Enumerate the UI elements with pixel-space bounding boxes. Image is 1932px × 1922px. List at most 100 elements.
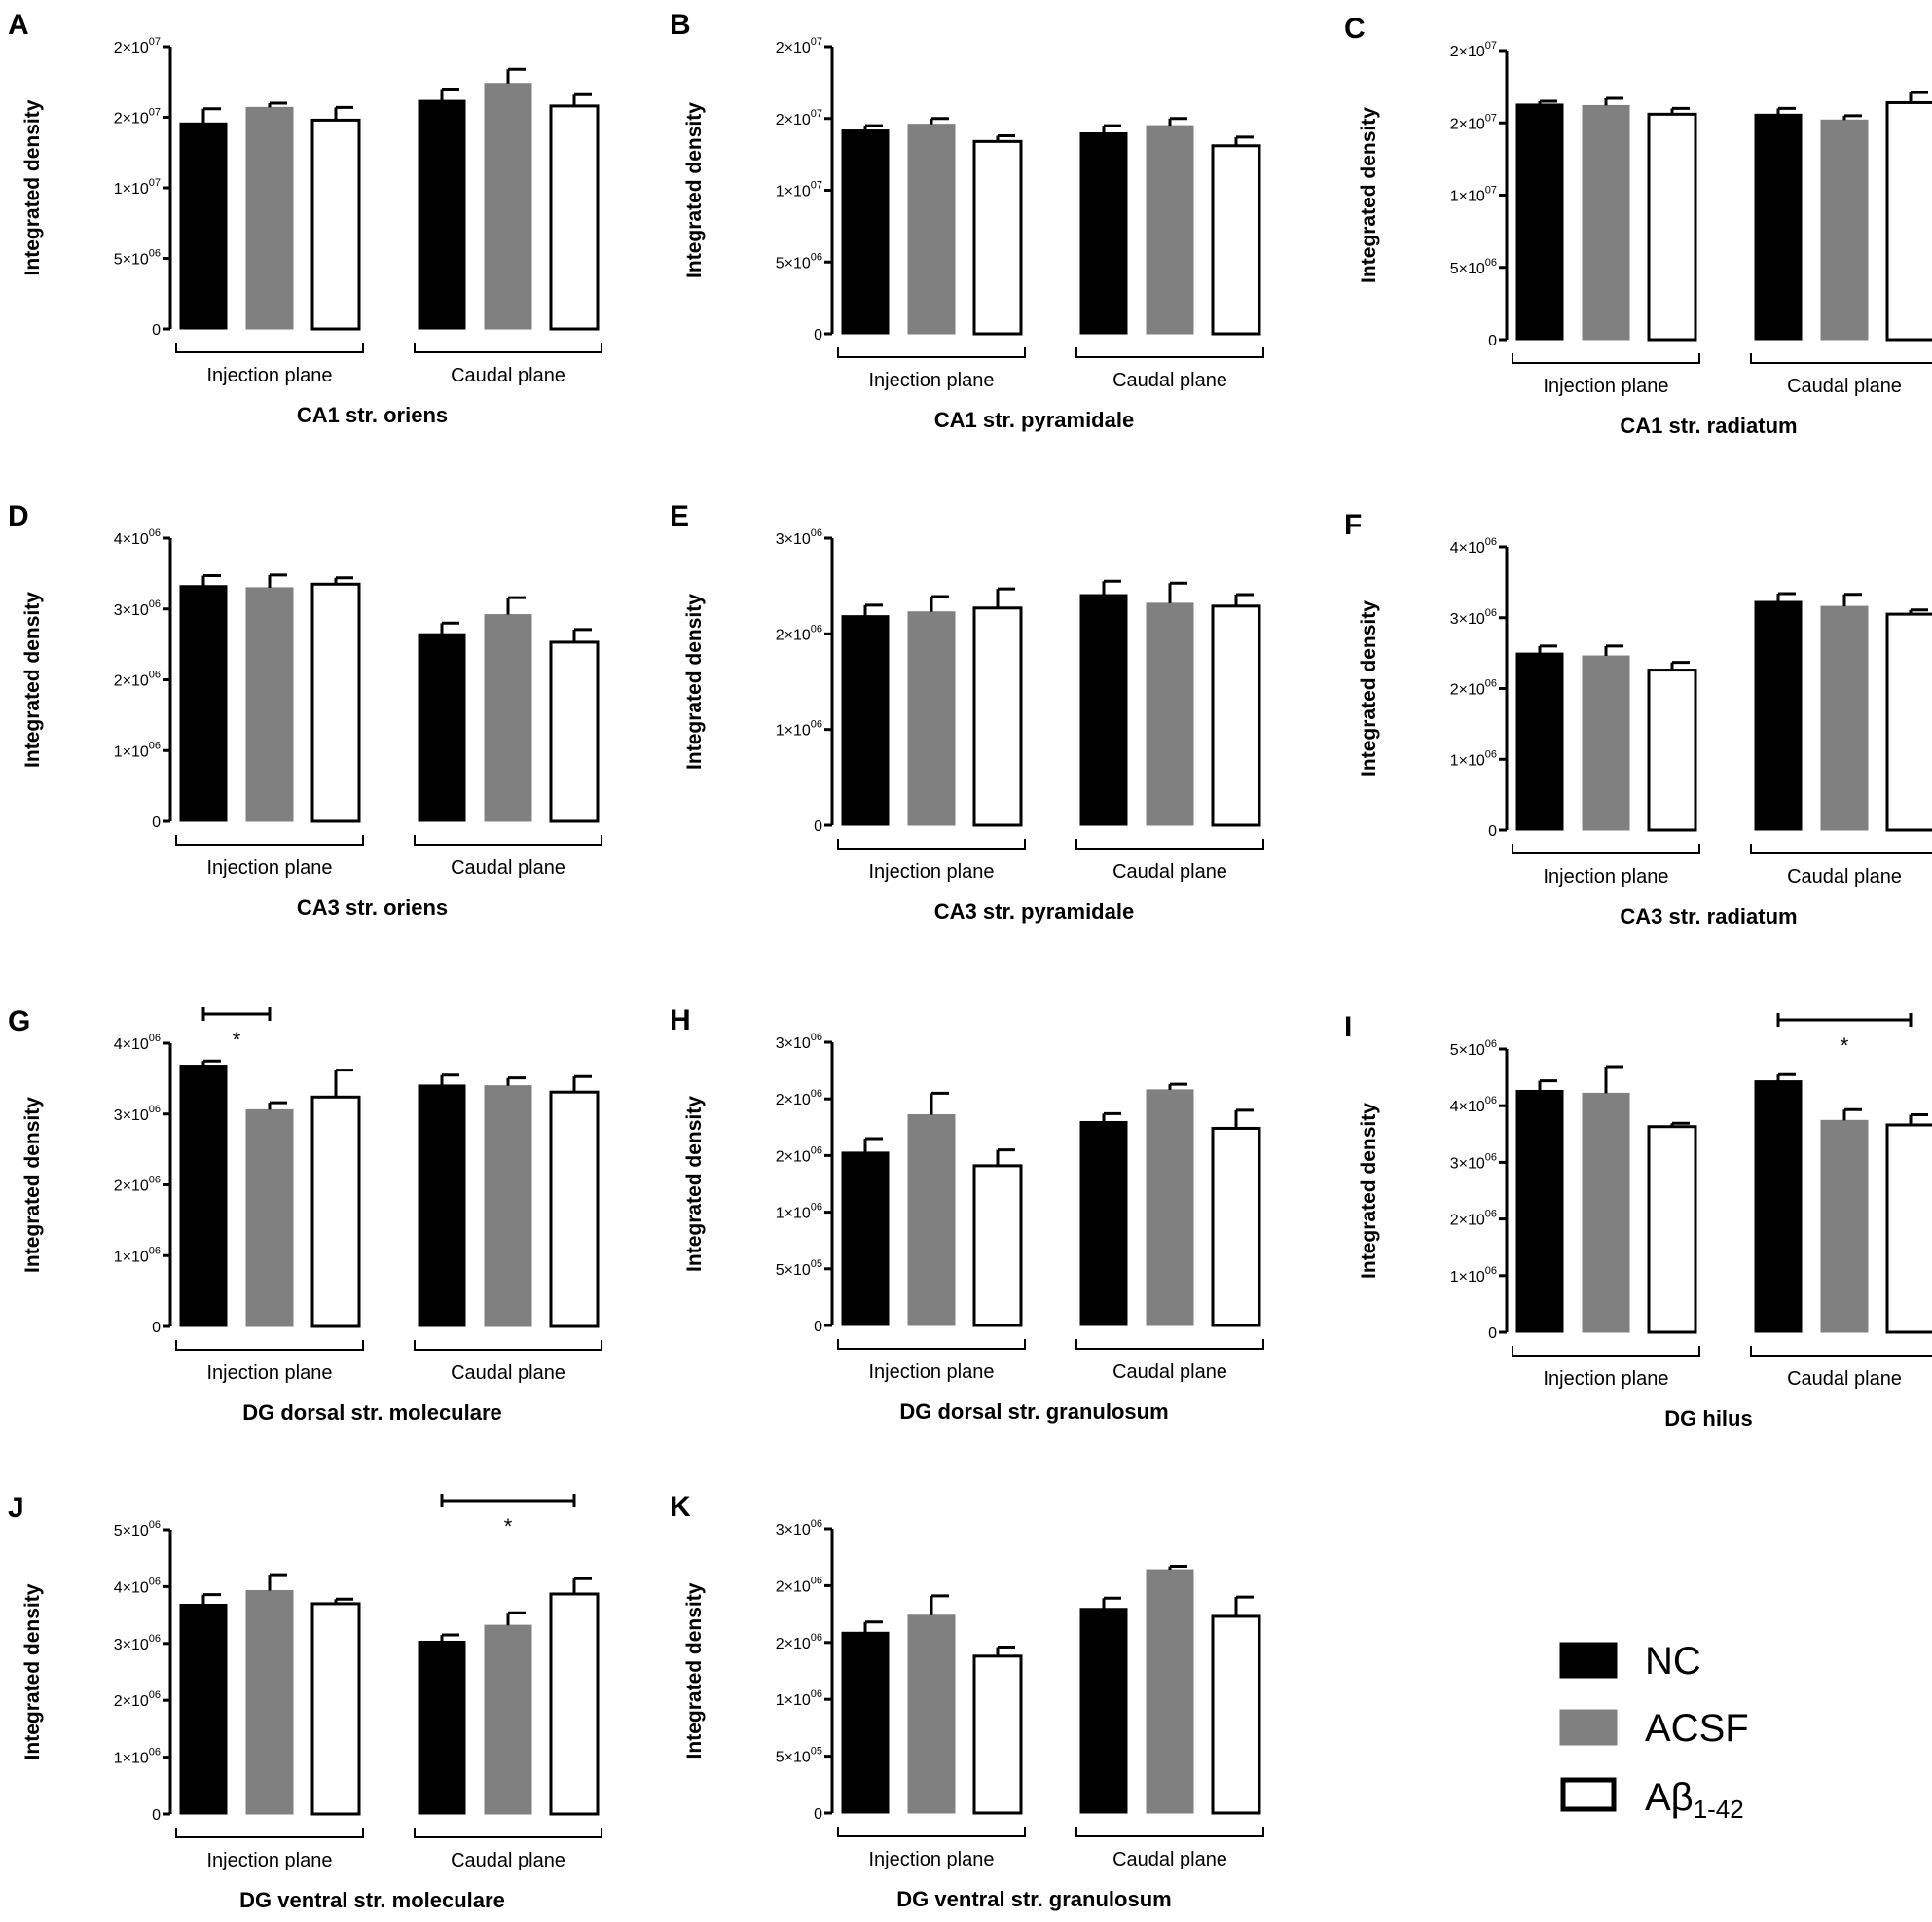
legend: NC ACSF Aβ1-42 [1559, 1640, 1749, 1824]
y-tick-label: 3×1006 [114, 598, 161, 619]
y-tick-exponent: 06 [811, 1202, 822, 1214]
group-bracket [837, 1827, 1026, 1837]
panel-letter: E [670, 500, 689, 532]
bar-a142-caudal [1885, 1123, 1932, 1334]
y-tick-mantissa: 0 [814, 1319, 822, 1335]
y-tick-mantissa: 1×10 [114, 743, 149, 760]
y-tick-exponent: 06 [811, 623, 822, 635]
group-bracket [837, 1339, 1026, 1350]
y-tick-mantissa: 1×10 [776, 1206, 811, 1222]
y-tick-mantissa: 1×10 [776, 184, 811, 200]
y-tick-exponent: 06 [149, 1633, 161, 1645]
y-tick-exponent: 06 [1485, 607, 1497, 619]
y-tick-label: 0 [1488, 333, 1497, 349]
y-tick-label: 3×1006 [776, 527, 822, 548]
group-label: Caudal plane [1787, 1368, 1902, 1390]
bar-acsf-caudal [1146, 1569, 1194, 1814]
group-bracket [175, 343, 364, 353]
bar-nc-injection [179, 585, 228, 822]
y-tick-label: 5×1006 [1450, 257, 1497, 277]
y-tick-label: 0 [814, 1806, 822, 1823]
y-tick-mantissa: 3×10 [1450, 611, 1485, 628]
y-tick-mantissa: 1×10 [1450, 752, 1485, 769]
panel-title: DG ventral str. moleculare [239, 1888, 505, 1912]
y-tick-mantissa: 0 [814, 327, 822, 344]
y-tick-label: 5×1006 [1450, 1038, 1497, 1059]
y-tick-mantissa: 0 [152, 1320, 161, 1336]
y-tick-exponent: 06 [149, 1033, 161, 1044]
bar-a142-caudal [549, 1592, 600, 1816]
y-tick-label: 2×1007 [776, 36, 822, 56]
group-label: Injection plane [869, 370, 995, 391]
group-bracket [1512, 1346, 1700, 1357]
y-tick-mantissa: 0 [1488, 823, 1497, 840]
bar-acsf-injection [1582, 104, 1630, 341]
panel-letter: A [8, 9, 29, 41]
bar-a142-injection [972, 1654, 1023, 1815]
y-tick-mantissa: 5×10 [1450, 1042, 1485, 1059]
y-tick-exponent: 06 [149, 527, 161, 539]
y-tick-mantissa: 3×10 [114, 1637, 149, 1653]
group-label: Injection plane [1544, 376, 1669, 397]
y-axis-label: Integrated density [683, 1582, 706, 1759]
y-tick-mantissa: 5×10 [776, 255, 811, 272]
group-label: Injection plane [207, 365, 333, 386]
y-axis-label: Integrated density [21, 1097, 44, 1273]
y-tick-exponent: 05 [811, 1258, 822, 1270]
y-tick-exponent: 07 [149, 36, 161, 48]
y-tick-mantissa: 3×10 [1450, 1155, 1485, 1172]
group-bracket [1075, 839, 1264, 850]
panel-h: H05×10051×10062×10062×10063×1006Integrat… [670, 1004, 1264, 1424]
bar-nc-injection [179, 1604, 228, 1815]
group-label: Injection plane [207, 857, 333, 879]
y-tick-exponent: 06 [811, 1088, 822, 1100]
y-tick-label: 2×1007 [776, 108, 822, 128]
y-tick-label: 0 [152, 815, 161, 831]
bar-a142-caudal [1885, 612, 1932, 832]
y-tick-exponent: 06 [811, 1575, 822, 1586]
y-tick-label: 2×1007 [114, 107, 161, 127]
y-tick-mantissa: 0 [152, 815, 161, 831]
y-tick-mantissa: 2×10 [1450, 1213, 1485, 1229]
y-tick-mantissa: 0 [814, 818, 822, 835]
y-tick-mantissa: 2×10 [114, 40, 149, 56]
y-tick-mantissa: 3×10 [776, 1035, 811, 1052]
group-label: Injection plane [207, 1362, 333, 1384]
y-tick-exponent: 07 [1485, 40, 1497, 52]
group-bracket [414, 343, 602, 353]
y-tick-mantissa: 5×10 [776, 1750, 811, 1766]
panel-letter: D [8, 500, 29, 532]
legend-label-abeta-sub: 1-42 [1694, 1795, 1744, 1824]
y-tick-mantissa: 2×10 [114, 1693, 149, 1710]
y-tick-label: 5×1005 [776, 1258, 822, 1279]
y-tick-mantissa: 5×10 [114, 252, 149, 269]
panel-title: CA1 str. oriens [297, 403, 448, 427]
bar-nc-caudal [1079, 594, 1128, 826]
y-tick-mantissa: 0 [1488, 1325, 1497, 1342]
y-tick-mantissa: 5×10 [776, 1262, 811, 1279]
y-tick-exponent: 06 [149, 740, 161, 751]
y-axis-label: Integrated density [21, 1583, 44, 1759]
y-tick-label: 2×1007 [1450, 40, 1497, 60]
y-tick-label: 2×1007 [1450, 112, 1497, 132]
y-tick-mantissa: 3×10 [776, 1522, 811, 1539]
bar-a142-caudal [1211, 144, 1261, 336]
y-axis-label: Integrated density [683, 1096, 706, 1272]
y-tick-label: 0 [1488, 823, 1497, 840]
y-tick-exponent: 07 [1485, 112, 1497, 124]
y-tick-exponent: 07 [1485, 185, 1497, 197]
y-tick-exponent: 06 [811, 719, 822, 731]
panel-title: DG dorsal str. moleculare [242, 1400, 502, 1425]
y-tick-label: 5×1006 [114, 1519, 161, 1540]
y-tick-label: 0 [814, 1319, 822, 1335]
y-tick-label: 2×1006 [114, 670, 161, 690]
panel-j: J01×10062×10063×10064×10065×1006Integrat… [8, 1492, 602, 1912]
bar-acsf-caudal [1146, 125, 1194, 335]
bar-a142-caudal [1211, 604, 1261, 827]
y-tick-label: 1×1006 [1450, 1265, 1497, 1286]
y-axis-label: Integrated density [1358, 107, 1380, 283]
group-label: Caudal plane [1787, 376, 1902, 397]
group-label: Injection plane [1544, 1368, 1669, 1390]
panel-title: DG dorsal str. granulosum [899, 1399, 1168, 1424]
